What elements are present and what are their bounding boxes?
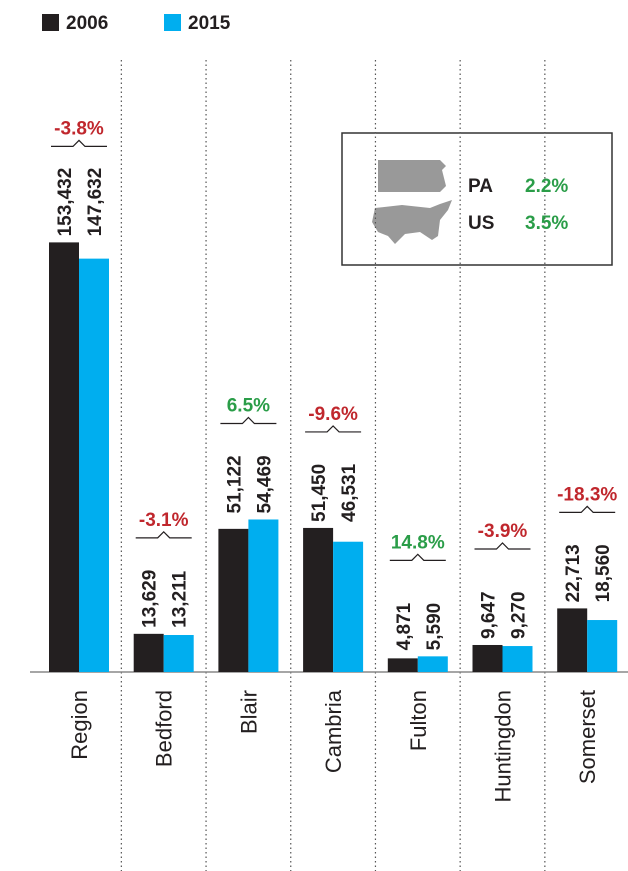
inset-value: 3.5%	[525, 213, 568, 234]
legend-swatch	[42, 14, 59, 31]
change-label: -3.8%	[54, 118, 104, 139]
bar	[133, 633, 164, 672]
value-label: 51,122	[224, 455, 245, 513]
value-label: 5,590	[424, 603, 445, 651]
change-bracket	[135, 530, 192, 539]
change-bracket	[51, 139, 107, 147]
value-label: 4,871	[394, 602, 415, 650]
inset-name: US	[468, 213, 494, 234]
legend-label: 2015	[188, 13, 231, 34]
inset-frame	[341, 132, 613, 266]
x-tick-label: Fulton	[406, 690, 431, 751]
bar	[79, 258, 109, 672]
bar	[333, 541, 364, 672]
x-tick-label: Region	[67, 690, 92, 760]
value-label: 22,713	[563, 544, 584, 602]
change-bracket	[220, 416, 277, 425]
inset-box	[341, 132, 613, 266]
bar	[387, 658, 418, 672]
change-label: -18.3%	[557, 484, 617, 505]
x-tick-label: Somerset	[575, 690, 600, 784]
bar	[303, 527, 334, 672]
inset-name: PA	[468, 176, 493, 197]
legend-label: 2006	[66, 13, 108, 34]
value-label: 51,450	[309, 464, 330, 522]
inset-value: 2.2%	[525, 176, 568, 197]
change-bracket	[389, 553, 446, 561]
change-bracket	[559, 505, 616, 514]
bar	[218, 528, 249, 672]
value-label: 54,469	[254, 455, 275, 513]
bar	[557, 608, 588, 672]
value-label: 13,211	[170, 570, 191, 627]
value-label: 147,632	[85, 168, 106, 237]
change-bracket	[474, 542, 531, 550]
x-tick-label: Cambria	[321, 689, 346, 773]
value-label: 13,629	[140, 570, 161, 628]
value-label: 153,432	[55, 168, 76, 237]
us-shape	[372, 200, 452, 244]
bar	[417, 656, 448, 672]
change-label: 6.5%	[227, 395, 270, 416]
value-label: 9,647	[479, 591, 500, 639]
bar	[587, 620, 618, 672]
legend-swatch	[164, 14, 181, 31]
bar	[49, 242, 79, 673]
bar	[163, 635, 194, 672]
value-label: 18,560	[593, 544, 614, 602]
change-bracket	[305, 425, 362, 433]
x-tick-label: Blair	[236, 690, 261, 734]
x-tick-label: Huntingdon	[491, 690, 516, 803]
x-tick-label: Bedford	[152, 690, 177, 767]
change-label: -9.6%	[308, 404, 358, 425]
bar	[472, 644, 503, 672]
bar	[248, 519, 279, 672]
pa-shape	[378, 160, 446, 192]
change-label: -3.9%	[478, 521, 528, 542]
value-label: 9,270	[509, 591, 530, 639]
change-label: -3.1%	[139, 510, 189, 531]
change-label: 14.8%	[391, 532, 445, 553]
bar	[502, 646, 533, 672]
value-label: 46,531	[339, 463, 360, 522]
